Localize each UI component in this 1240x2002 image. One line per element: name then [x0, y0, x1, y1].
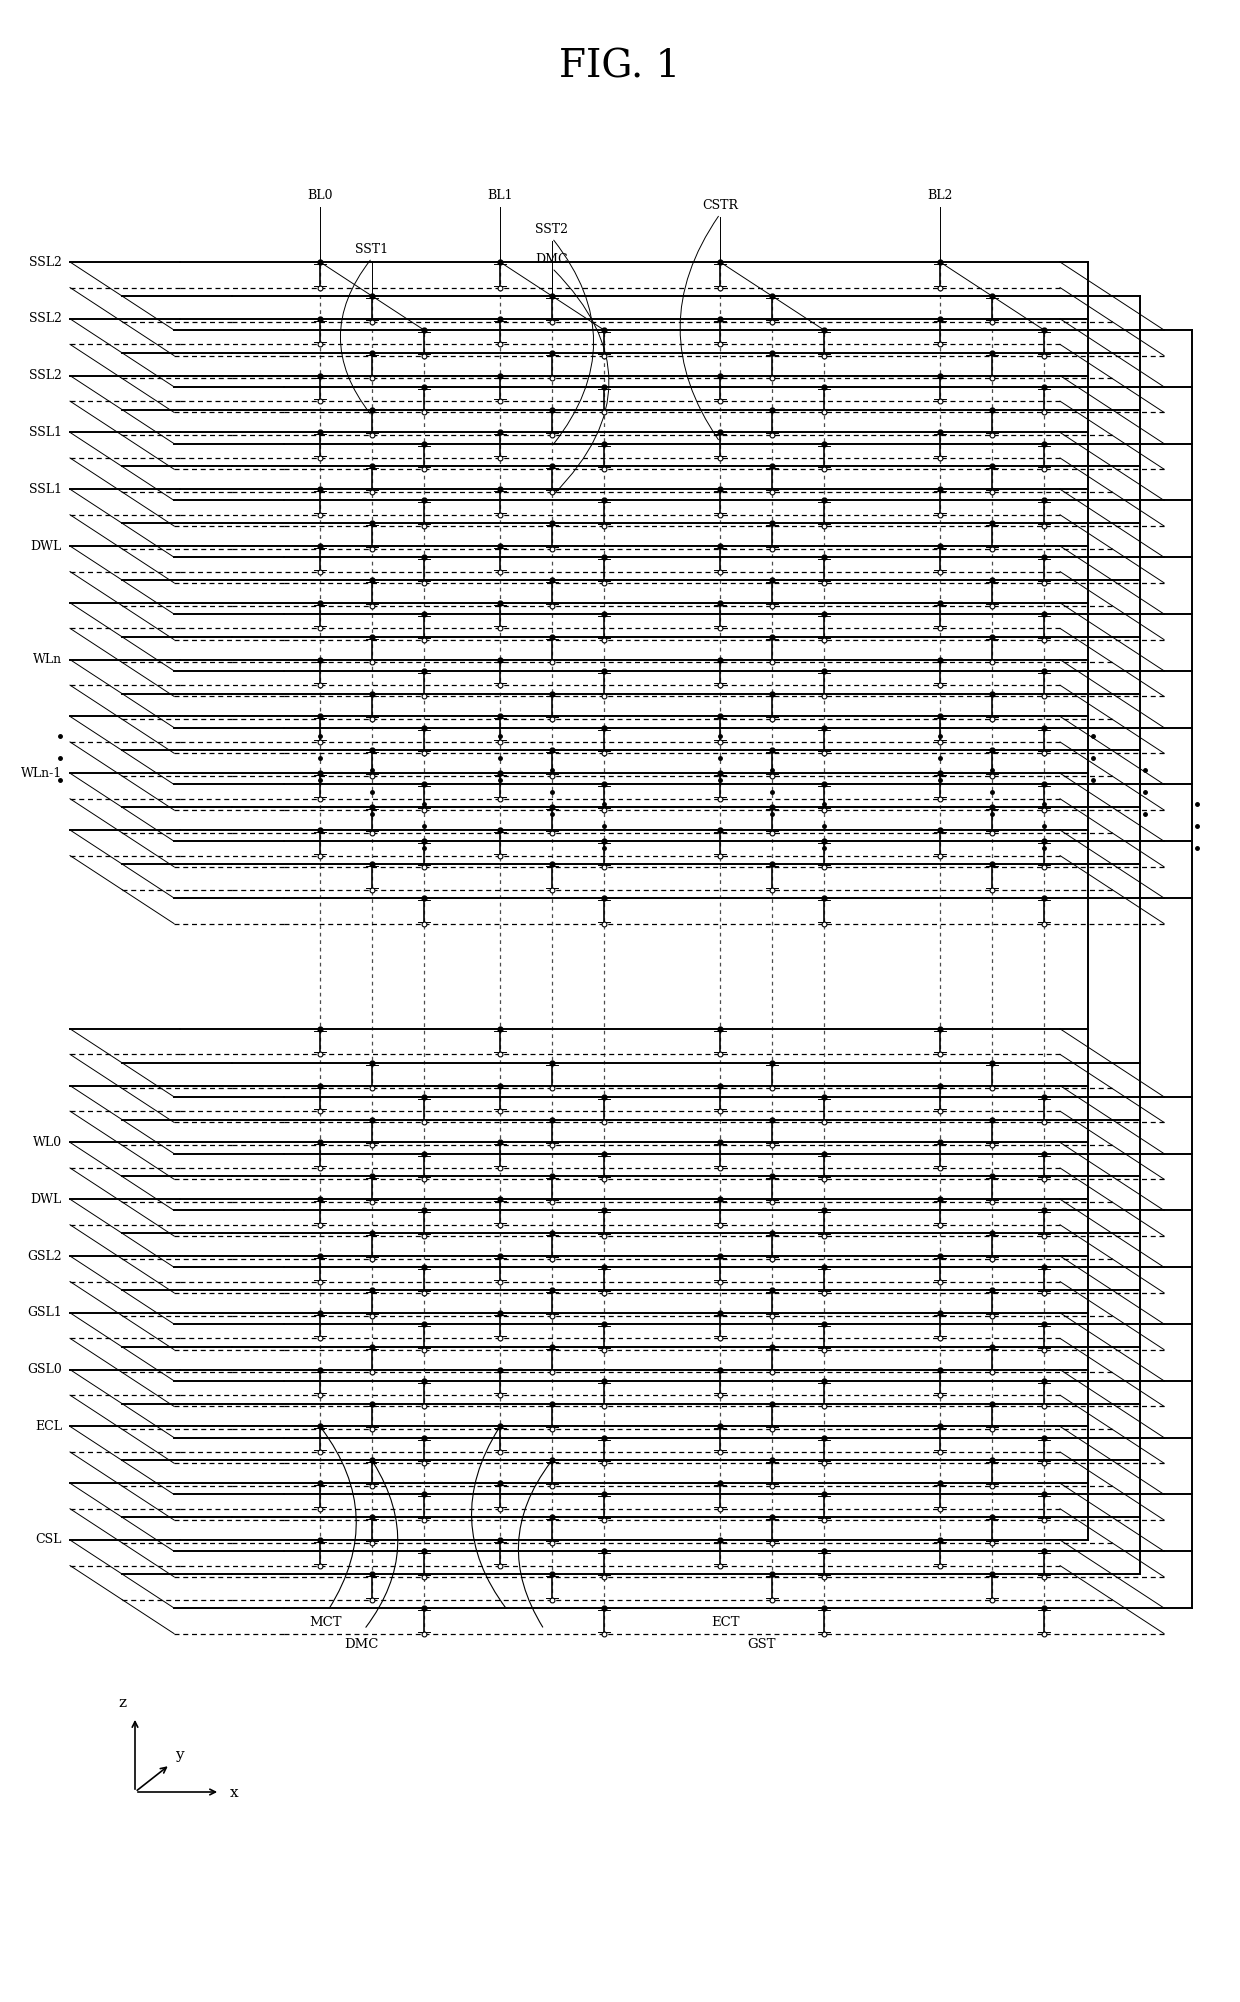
- Text: BL1: BL1: [487, 188, 513, 202]
- Text: SSL2: SSL2: [29, 368, 62, 382]
- Text: SST1: SST1: [356, 242, 388, 256]
- Text: WL0: WL0: [33, 1135, 62, 1149]
- Text: GSL0: GSL0: [27, 1363, 62, 1375]
- Text: x: x: [229, 1786, 238, 1800]
- Text: y: y: [175, 1748, 184, 1762]
- Text: SSL2: SSL2: [29, 256, 62, 268]
- Text: z: z: [118, 1696, 126, 1710]
- Text: SST2: SST2: [536, 222, 568, 236]
- Text: ECT: ECT: [711, 1616, 739, 1630]
- Text: GSL2: GSL2: [27, 1249, 62, 1263]
- Text: WLn-1: WLn-1: [21, 767, 62, 779]
- Text: MCT: MCT: [309, 1616, 341, 1630]
- Text: GST: GST: [748, 1638, 776, 1652]
- Text: GSL1: GSL1: [27, 1305, 62, 1319]
- Text: DMC: DMC: [345, 1638, 378, 1652]
- Text: BL2: BL2: [928, 188, 952, 202]
- Text: CSTR: CSTR: [702, 198, 738, 212]
- Text: DWL: DWL: [31, 1193, 62, 1205]
- Text: DWL: DWL: [31, 539, 62, 553]
- Text: BL0: BL0: [308, 188, 332, 202]
- Text: DMC: DMC: [536, 252, 568, 266]
- Text: SSL1: SSL1: [29, 482, 62, 496]
- Text: WLn: WLn: [33, 653, 62, 667]
- Text: FIG. 1: FIG. 1: [559, 48, 681, 86]
- Text: ECL: ECL: [35, 1419, 62, 1433]
- Text: SSL1: SSL1: [29, 426, 62, 438]
- Text: CSL: CSL: [36, 1534, 62, 1546]
- Text: SSL2: SSL2: [29, 312, 62, 324]
